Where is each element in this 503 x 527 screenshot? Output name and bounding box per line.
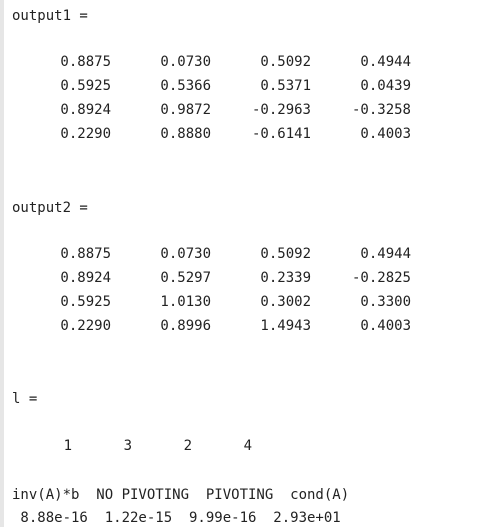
output1-cell: -0.3258 bbox=[351, 102, 411, 118]
output1-cell: -0.2963 bbox=[251, 102, 311, 118]
output2-cell: 0.8996 bbox=[160, 318, 211, 334]
output1-cell: -0.6141 bbox=[251, 126, 311, 142]
l-value: 1 bbox=[63, 438, 72, 454]
output1-cell: 0.4003 bbox=[360, 126, 411, 142]
output2-cell: 0.3002 bbox=[260, 294, 311, 310]
output1-cell: 0.9872 bbox=[160, 102, 211, 118]
summary-value-line: 8.88e-16 1.22e-15 9.99e-16 2.93e+01 bbox=[12, 510, 341, 526]
output2-cell: 1.0130 bbox=[160, 294, 211, 310]
l-value: 2 bbox=[183, 438, 192, 454]
output1-cell: 0.5366 bbox=[160, 78, 211, 94]
output2-cell: 0.3300 bbox=[360, 294, 411, 310]
output2-cell: 0.5092 bbox=[260, 246, 311, 262]
output1-cell: 0.5925 bbox=[60, 78, 111, 94]
l-value: 3 bbox=[123, 438, 132, 454]
output1-cell: 0.5092 bbox=[260, 54, 311, 70]
l-header: l = bbox=[12, 391, 38, 407]
output2-cell: 1.4943 bbox=[260, 318, 311, 334]
output2-cell: 0.2290 bbox=[60, 318, 111, 334]
output2-cell: 0.5297 bbox=[160, 270, 211, 286]
output2-header: output2 = bbox=[12, 200, 88, 216]
left-gutter bbox=[0, 0, 4, 527]
output2-cell: 0.2339 bbox=[260, 270, 311, 286]
output2-cell: 0.4003 bbox=[360, 318, 411, 334]
output2-cell: 0.4944 bbox=[360, 246, 411, 262]
output1-cell: 0.8875 bbox=[60, 54, 111, 70]
output1-cell: 0.0730 bbox=[160, 54, 211, 70]
output1-cell: 0.8924 bbox=[60, 102, 111, 118]
output2-cell: -0.2825 bbox=[351, 270, 411, 286]
summary-header-line: inv(A)*b NO PIVOTING PIVOTING cond(A) bbox=[12, 487, 350, 503]
output2-cell: 0.0730 bbox=[160, 246, 211, 262]
output1-cell: 0.8880 bbox=[160, 126, 211, 142]
output1-cell: 0.2290 bbox=[60, 126, 111, 142]
output1-cell: 0.0439 bbox=[360, 78, 411, 94]
output2-cell: 0.5925 bbox=[60, 294, 111, 310]
output1-cell: 0.5371 bbox=[260, 78, 311, 94]
output1-header: output1 = bbox=[12, 8, 88, 24]
output1-cell: 0.4944 bbox=[360, 54, 411, 70]
output2-cell: 0.8875 bbox=[60, 246, 111, 262]
output2-cell: 0.8924 bbox=[60, 270, 111, 286]
l-value: 4 bbox=[243, 438, 252, 454]
